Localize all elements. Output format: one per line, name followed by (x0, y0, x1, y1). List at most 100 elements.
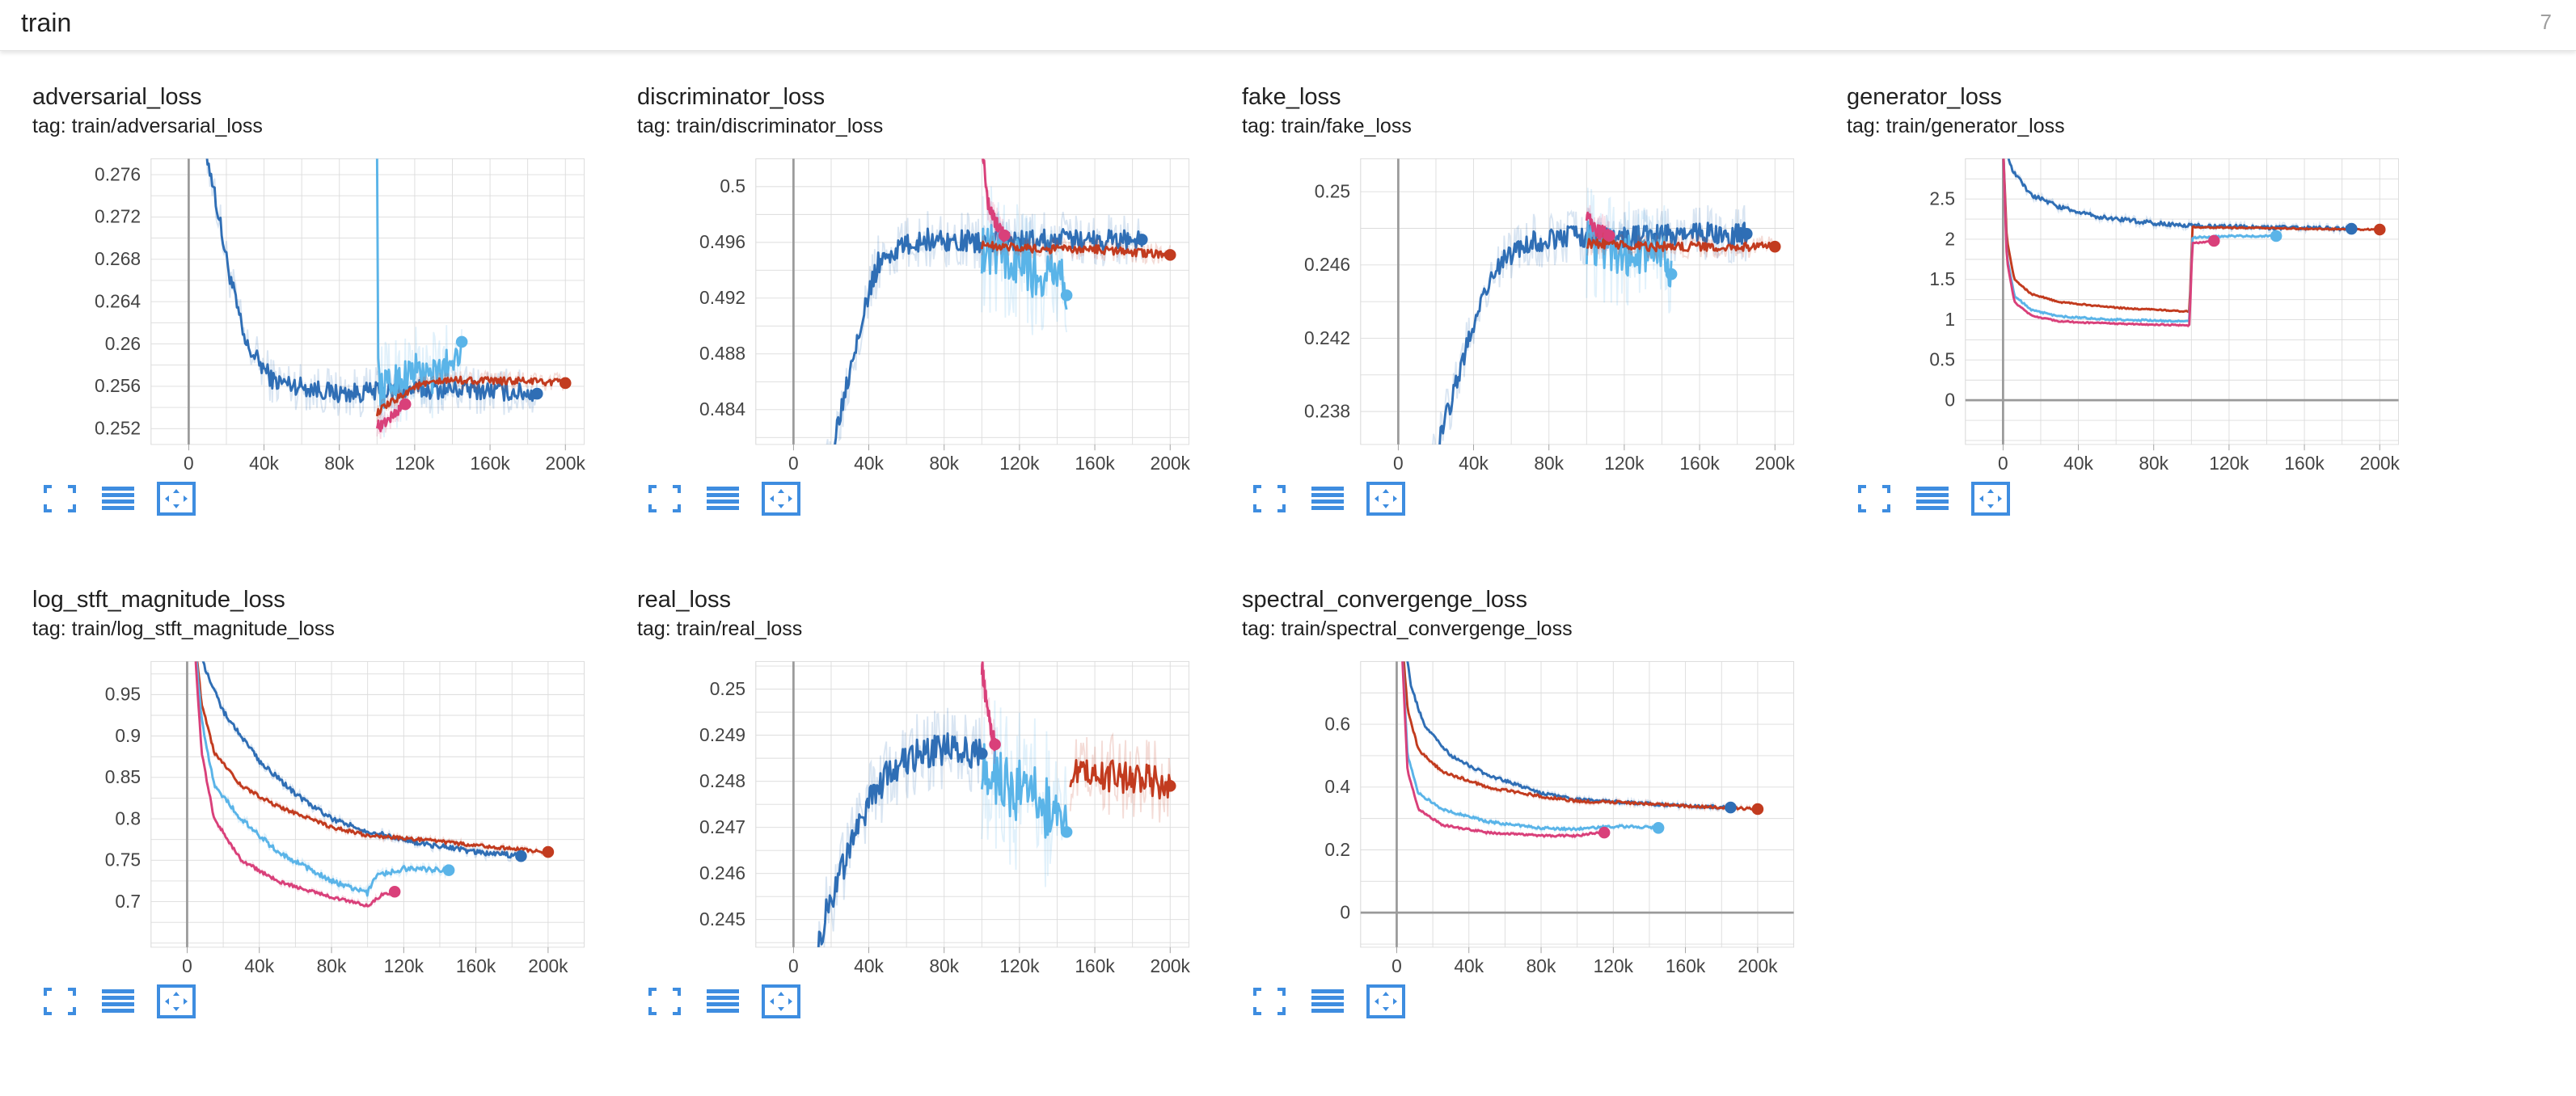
series-end-point[interactable] (542, 845, 555, 858)
series-line[interactable] (192, 648, 522, 859)
fit-domain-button[interactable] (155, 480, 197, 517)
y-tick-label: 0.238 (1304, 400, 1350, 421)
series-end-point[interactable] (2373, 223, 2386, 236)
series-end-point[interactable] (1060, 289, 1073, 301)
section-title: train (21, 8, 72, 37)
series-end-point[interactable] (531, 387, 543, 400)
x-tick-label: 160k (1679, 453, 1720, 474)
series-end-point[interactable] (1768, 240, 1781, 253)
y-tick-label: 0.7 (115, 891, 141, 912)
series-line[interactable] (1400, 648, 1606, 838)
fullscreen-button[interactable] (39, 480, 81, 517)
toggle-log-scale-icon (707, 487, 739, 510)
series-line[interactable] (1400, 648, 1659, 832)
series-end-point[interactable] (442, 864, 455, 876)
series-end-point[interactable] (998, 229, 1011, 242)
chart-plot[interactable]: 0 0.2 0.4 0.6 0 40k 80k 120k 160k 200k (1231, 648, 1835, 980)
fullscreen-button[interactable] (1248, 480, 1290, 517)
series-line[interactable] (980, 661, 997, 752)
series-line[interactable] (2002, 145, 2215, 327)
fit-domain-button[interactable] (1365, 983, 1407, 1020)
series-end-point[interactable] (989, 738, 1001, 751)
log-scale-button[interactable] (1307, 480, 1349, 517)
x-tick-label: 0 (788, 955, 799, 976)
chart-plot[interactable]: 0.484 0.488 0.492 0.496 0.5 0 40k 80k 120k 160k 20… (626, 145, 1231, 477)
log-scale-button[interactable] (97, 480, 139, 517)
section-header[interactable]: train 7 (0, 0, 2576, 51)
series-end-point[interactable] (2207, 234, 2220, 247)
fullscreen-button[interactable] (644, 983, 686, 1020)
series-line[interactable] (192, 648, 395, 908)
fullscreen-icon (1253, 988, 1286, 1015)
series-end-point[interactable] (1741, 228, 1753, 240)
series-line[interactable] (817, 731, 983, 958)
chart-card-generator-loss: generator_loss tag: train/generator_loss… (1835, 50, 2440, 551)
fullscreen-button[interactable] (39, 983, 81, 1020)
y-tick-label: 0.25 (1315, 180, 1350, 201)
chart-plot[interactable]: 0.245 0.246 0.247 0.248 0.249 0.25 0 40k 80k 120k… (626, 648, 1231, 980)
log-scale-button[interactable] (1911, 480, 1953, 517)
series-line[interactable] (188, 145, 538, 403)
series-end-point[interactable] (1751, 803, 1764, 816)
series-line[interactable] (192, 648, 549, 854)
series-end-point[interactable] (1136, 234, 1148, 246)
series-line[interactable] (1400, 648, 1759, 811)
y-tick-label: 0.5 (1929, 349, 1955, 370)
fit-domain-button[interactable] (760, 480, 802, 517)
chart-tag: tag: train/discriminator_loss (637, 115, 884, 137)
series-line[interactable] (375, 150, 463, 409)
series-line[interactable] (982, 151, 1006, 242)
series-end-point[interactable] (1163, 249, 1176, 261)
log-scale-button[interactable] (702, 480, 744, 517)
series-end-point[interactable] (399, 398, 412, 411)
fit-domain-button[interactable] (1365, 480, 1407, 517)
fit-domain-icon (157, 482, 196, 516)
log-scale-button[interactable] (97, 983, 139, 1020)
fullscreen-button[interactable] (644, 480, 686, 517)
fit-domain-button[interactable] (1970, 480, 2012, 517)
series-end-point[interactable] (2270, 230, 2283, 242)
series-end-point[interactable] (515, 849, 527, 862)
toggle-log-scale-icon (102, 989, 134, 1013)
series-end-point[interactable] (388, 885, 401, 898)
series-end-point[interactable] (1598, 826, 1611, 839)
x-tick-label: 80k (929, 955, 959, 976)
series-end-point[interactable] (976, 748, 988, 760)
series-line[interactable] (2003, 145, 2353, 232)
series-end-point[interactable] (1652, 822, 1665, 834)
series-line[interactable] (1586, 238, 1776, 253)
series-line[interactable] (375, 375, 567, 417)
series-end-point[interactable] (1603, 230, 1615, 242)
y-tick-label: 1 (1945, 309, 1955, 330)
series-end-point[interactable] (2346, 222, 2358, 235)
y-tick-label: 2.5 (1929, 188, 1955, 209)
chart-card-log-stft-magnitude-loss: log_stft_magnitude_loss tag: train/log_s… (21, 553, 626, 1054)
series-end-point[interactable] (1665, 268, 1678, 280)
series-line[interactable] (980, 743, 1068, 839)
x-tick-label: 160k (470, 453, 510, 474)
series-line[interactable] (192, 648, 450, 897)
series-line[interactable] (1069, 759, 1172, 800)
x-tick-label: 0 (1391, 955, 1402, 976)
y-tick-label: 0.484 (699, 398, 745, 419)
chart-plot[interactable]: 0.7 0.75 0.8 0.85 0.9 0.95 0 40k 80k 120k 160k 200k (21, 648, 626, 980)
chart-plot[interactable]: 0 0.5 1 1.5 2 2.5 0 40k 80k 120k 160k 200k (1835, 145, 2440, 477)
series-line[interactable] (980, 240, 1172, 259)
log-scale-button[interactable] (1307, 983, 1349, 1020)
log-scale-button[interactable] (702, 983, 744, 1020)
fullscreen-button[interactable] (1853, 480, 1895, 517)
fit-domain-button[interactable] (155, 983, 197, 1020)
fullscreen-button[interactable] (1248, 983, 1290, 1020)
chart-plot[interactable]: 0.252 0.256 0.26 0.264 0.268 0.272 0.276 0 40k 80… (21, 145, 626, 477)
series-end-point[interactable] (559, 377, 572, 390)
fit-domain-button[interactable] (760, 983, 802, 1020)
chart-plot[interactable]: 0.238 0.242 0.246 0.25 0 40k 80k 120k 160k 200k (1231, 145, 1835, 477)
series-end-point[interactable] (1163, 780, 1176, 792)
x-tick-label: 120k (999, 453, 1040, 474)
series-line[interactable] (980, 224, 1068, 310)
series-line[interactable] (2002, 145, 2277, 323)
series-end-point[interactable] (1060, 826, 1073, 838)
series-line[interactable] (375, 401, 407, 432)
series-end-point[interactable] (455, 335, 468, 348)
series-end-point[interactable] (1725, 801, 1737, 814)
